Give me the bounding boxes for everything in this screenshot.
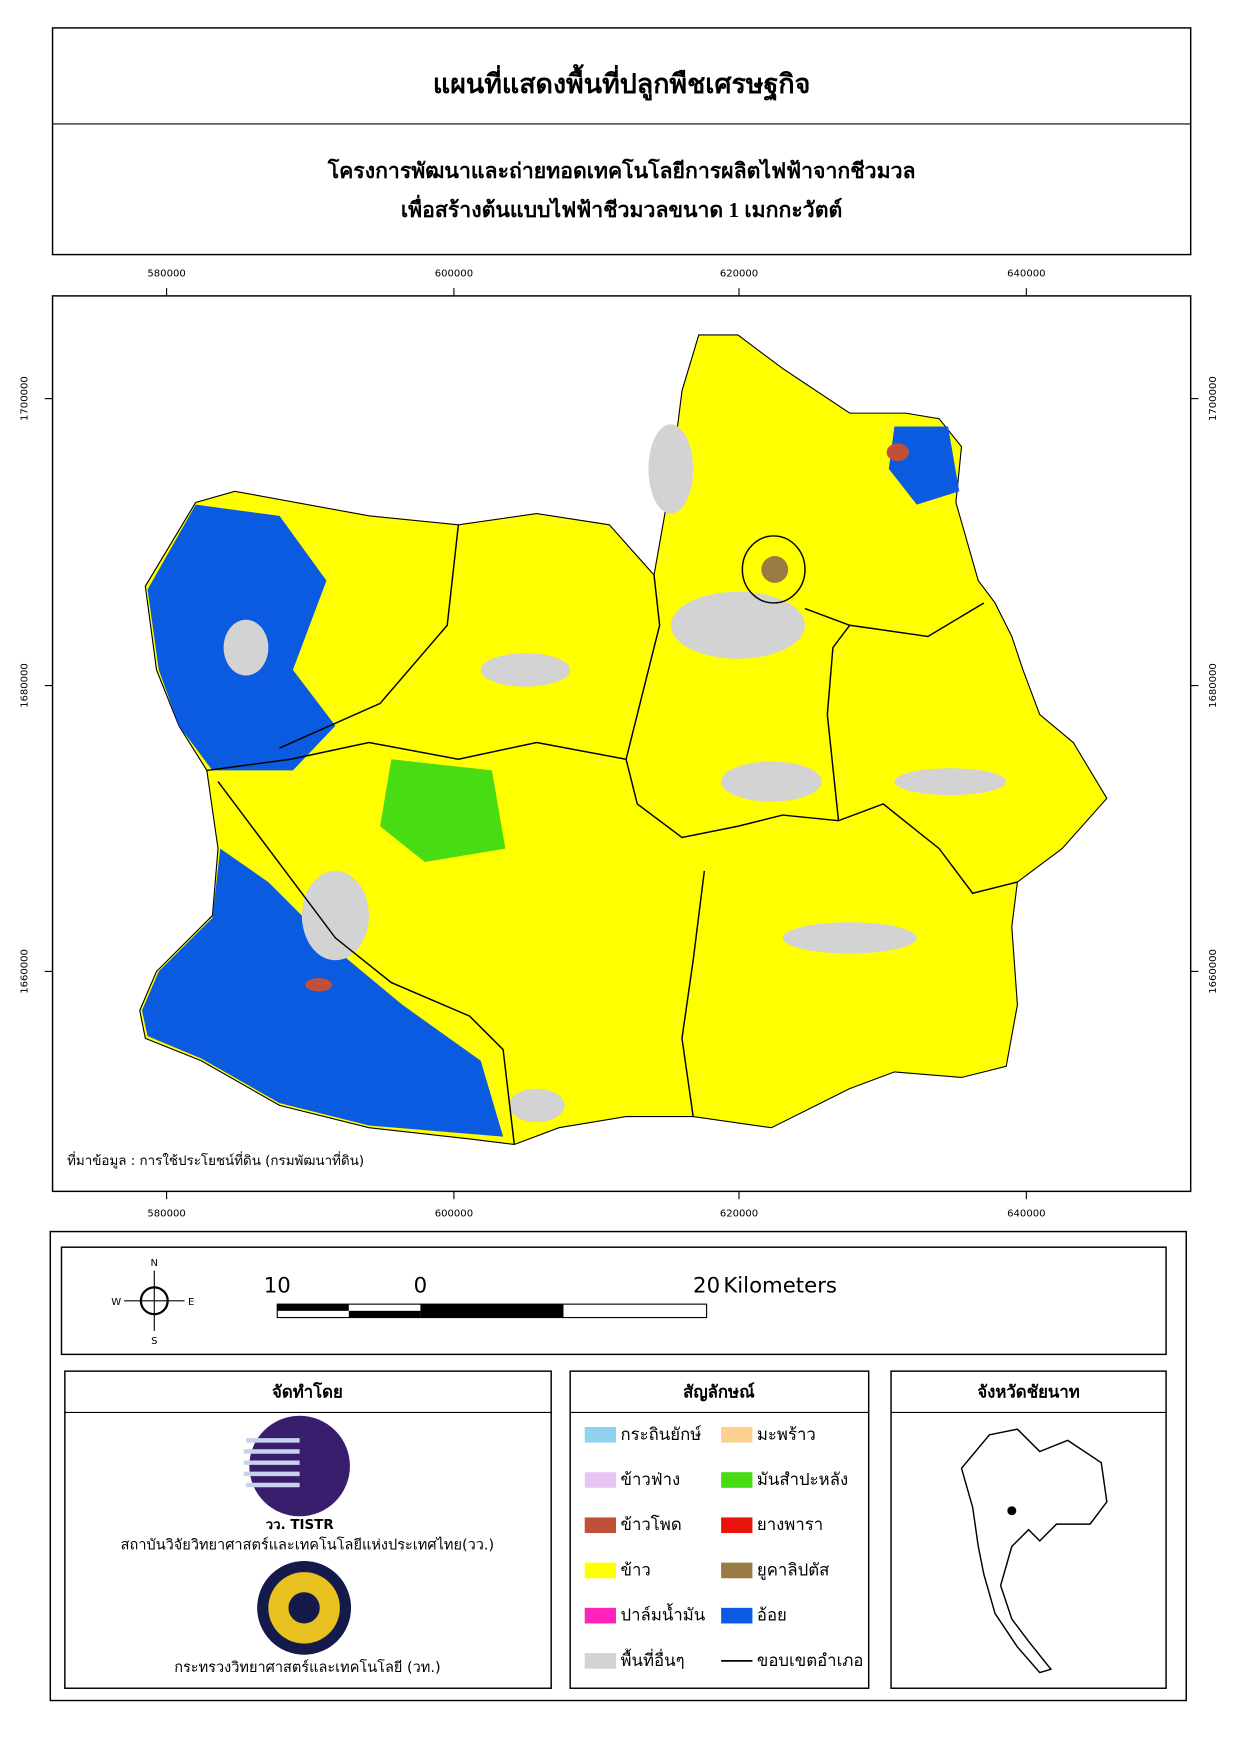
logo-text: วว. TISTR xyxy=(266,1518,335,1533)
legend-label: ข้าวฟ่าง xyxy=(621,1469,681,1489)
subtitle: โครงการพัฒนาและถ่ายทอดเทคโนโลยีการผลิตไฟ… xyxy=(327,158,916,183)
legend-swatch xyxy=(584,1562,617,1579)
organization: กระทรวงวิทยาศาสตร์และเทคโนโลยี (วท.) xyxy=(174,1658,440,1676)
scale-unit: Kilometers xyxy=(723,1273,837,1298)
y-tick-label: 1700000 xyxy=(1208,376,1219,421)
legend-swatch xyxy=(584,1607,617,1624)
cassava-area xyxy=(380,759,506,862)
legend-swatch xyxy=(584,1472,617,1488)
legend-box xyxy=(569,1370,870,1689)
legend-swatch xyxy=(721,1472,753,1488)
scale-label: 10 xyxy=(264,1273,291,1298)
legend-label: ขอบเขตอำเภอ xyxy=(757,1650,864,1670)
legend-title: สัญลักษณ์ xyxy=(683,1381,755,1402)
y-tick-label: 1680000 xyxy=(1208,663,1219,708)
y-tick-label: 1680000 xyxy=(20,663,31,708)
north: N xyxy=(151,1258,159,1269)
land-use-map xyxy=(139,334,1108,1146)
other-areas xyxy=(223,424,1007,1123)
source-note: ที่มาข้อมูล : การใช้ประโยชน์ที่ดิน (กรมพ… xyxy=(67,1151,364,1169)
x-tick-label: 600000 xyxy=(435,269,473,280)
legend-label: ข้าว xyxy=(621,1559,651,1579)
maize-area xyxy=(305,978,333,992)
legend-swatch xyxy=(721,1426,753,1443)
x-tick-label: 620000 xyxy=(720,269,758,280)
x-tick-label: 620000 xyxy=(720,1209,758,1220)
title: แผนที่แสดงพื้นที่ปลูกพืชเศรษฐกิจ xyxy=(433,64,810,102)
y-tick-label: 1700000 xyxy=(20,376,31,421)
y-tick-label: 1660000 xyxy=(1208,949,1219,994)
ministry-logo xyxy=(257,1560,352,1655)
credits-title: จัดทำโดย xyxy=(272,1381,343,1401)
sugarcane-area xyxy=(141,848,504,1137)
credits-box xyxy=(64,1370,552,1689)
x-tick-label: 640000 xyxy=(1007,1209,1045,1220)
scale-bar: 10 0 20 Kilometers xyxy=(264,1273,837,1319)
legend-label: มันสำปะหลัง xyxy=(757,1469,848,1489)
maize-area xyxy=(886,443,909,462)
eucalyptus-area xyxy=(761,556,789,583)
legend-label: ยางพารา xyxy=(757,1514,823,1534)
legend-swatch xyxy=(584,1653,617,1669)
inset-box xyxy=(890,1370,1167,1689)
legend-label: พื้นที่อื่นๆ xyxy=(621,1648,685,1670)
legend-label: ยูคาลิปตัส xyxy=(757,1559,829,1580)
x-tick-label: 580000 xyxy=(147,269,185,280)
y-tick-label: 1660000 xyxy=(20,949,31,994)
x-tick-label: 600000 xyxy=(435,1209,473,1220)
legend-swatch xyxy=(584,1426,617,1443)
province-location xyxy=(1007,1506,1017,1516)
legend-swatch xyxy=(584,1517,617,1534)
thailand-outline xyxy=(960,1428,1108,1674)
sugarcane-area xyxy=(888,426,960,505)
map-frame xyxy=(51,295,1192,1193)
legend-label: กระถินยักษ์ xyxy=(621,1424,702,1444)
legend-swatch xyxy=(721,1562,753,1579)
legend-label: มะพร้าว xyxy=(757,1424,816,1444)
scale-panel xyxy=(60,1246,1167,1356)
scale-label: 20 xyxy=(693,1273,720,1298)
title-box xyxy=(51,27,1192,256)
west: W xyxy=(111,1297,121,1308)
subtitle: เพื่อสร้างต้นแบบไฟฟ้าชีวมวลขนาด 1 เมกกะว… xyxy=(401,194,842,222)
x-tick-label: 580000 xyxy=(147,1209,185,1220)
north-arrow: N S E W xyxy=(111,1258,194,1347)
legend-label: ข้าวโพด xyxy=(621,1514,682,1534)
scale-label: 0 xyxy=(414,1273,428,1298)
legend-label: ปาล์มน้ำมัน xyxy=(621,1603,706,1625)
inset-title: จังหวัดชัยนาท xyxy=(977,1382,1079,1401)
legend-swatch xyxy=(721,1607,753,1624)
legend-label: อ้อย xyxy=(757,1605,787,1625)
legend-swatch xyxy=(721,1517,753,1534)
district-boundaries xyxy=(206,524,1018,1145)
south: S xyxy=(151,1336,157,1347)
tistr-logo: วว. TISTR xyxy=(243,1415,350,1533)
east: E xyxy=(188,1297,194,1308)
organization: สถาบันวิจัยวิทยาศาสตร์และเทคโนโลยีแห่งปร… xyxy=(121,1535,495,1553)
legend-frame xyxy=(49,1230,1187,1702)
x-tick-label: 640000 xyxy=(1007,269,1045,280)
